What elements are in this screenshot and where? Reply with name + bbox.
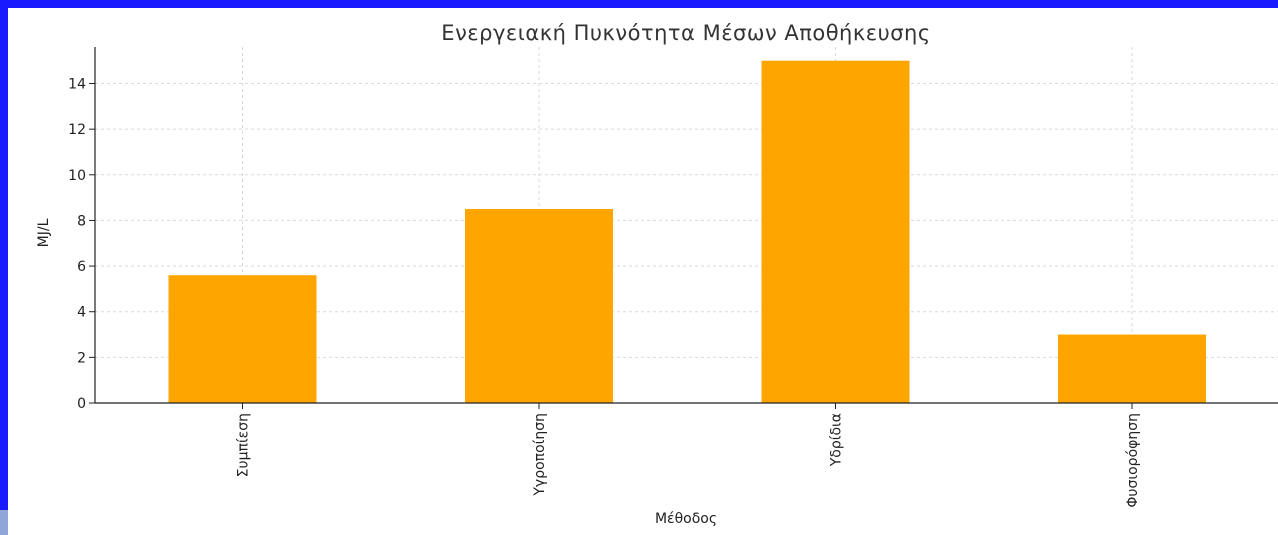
x-axis-title: Μέθοδος: [655, 511, 717, 527]
axes: [94, 47, 1278, 404]
bar: [1058, 334, 1206, 403]
frame-corner: [0, 510, 8, 535]
x-tick-label: Φυσιορόφηση: [1125, 413, 1141, 508]
x-tick-label: Υδρίδια: [829, 413, 845, 467]
x-tick-label: Συμπίεση: [236, 413, 252, 477]
bar: [168, 275, 317, 403]
y-tick-label: 8: [77, 213, 86, 229]
y-tick-label: 4: [77, 305, 86, 321]
y-ticks: 0 2 4 6 8 10 12 14: [68, 77, 95, 412]
y-tick-label: 2: [77, 350, 86, 366]
x-tick-label: Υγροποίηση: [532, 413, 548, 497]
chart-title: Ενεργειακή Πυκνότητα Μέσων Αποθήκευσης: [441, 21, 930, 45]
chart-frame: [8, 8, 1278, 535]
y-tick-label: 6: [77, 259, 86, 275]
y-tick-label: 14: [68, 77, 86, 93]
y-tick-label: 0: [77, 396, 86, 412]
y-tick-label: 10: [68, 168, 86, 184]
y-axis-title: MJ/L: [36, 218, 52, 247]
bar: [761, 60, 910, 403]
bars: [168, 60, 1206, 403]
x-ticks: Συμπίεση Υγροποίηση Υδρίδια Φυσιορόφηση: [236, 403, 1141, 508]
bar: [465, 209, 613, 403]
y-tick-label: 12: [68, 122, 86, 138]
